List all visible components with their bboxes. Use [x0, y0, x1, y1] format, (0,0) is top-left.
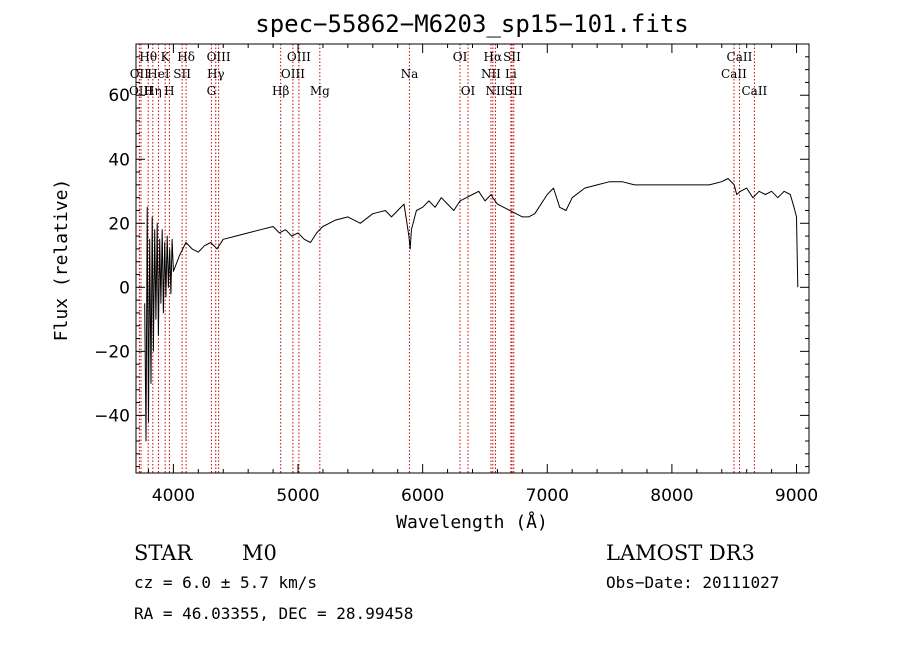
emission-line-label: H	[164, 84, 174, 98]
emission-line-label: OI	[461, 84, 476, 98]
emission-line-markers	[138, 44, 755, 473]
emission-line-label: SII	[505, 84, 523, 98]
emission-line-label: OII	[130, 67, 150, 81]
x-tick-label: 7000	[526, 486, 569, 506]
emission-line-label: Li	[505, 67, 517, 81]
emission-line-label: Hδ	[177, 50, 195, 64]
y-tick-label: 20	[108, 214, 130, 234]
emission-line-label: Hη	[144, 84, 162, 98]
emission-line-label: Hγ	[207, 67, 225, 81]
redshift-cz: cz = 6.0 ± 5.7 km/s	[134, 573, 317, 592]
emission-line-label: CaII	[727, 50, 753, 64]
y-tick-label: 0	[119, 278, 130, 298]
spectrum-series	[144, 178, 799, 442]
emission-line-label: Hθ	[139, 50, 157, 64]
emission-line-label: Hα	[484, 50, 503, 64]
emission-line-label: OIII	[207, 50, 231, 64]
spectrum-line	[144, 178, 799, 442]
x-tick-label: 9000	[775, 486, 818, 506]
y-axis-label: Flux (relative)	[51, 179, 72, 342]
y-tick-label: −40	[94, 406, 130, 426]
x-tick-label: 8000	[650, 486, 693, 506]
chart-title: spec−55862−M6203_sp15−101.fits	[255, 10, 688, 38]
x-tick-label: 5000	[276, 486, 319, 506]
object-subclass: M0	[242, 541, 277, 565]
object-class: STAR	[134, 541, 193, 565]
emission-line-label: Na	[401, 67, 419, 81]
emission-line-label: OIII	[287, 50, 311, 64]
emission-line-label: NII	[485, 84, 505, 98]
plot-frame	[135, 43, 810, 474]
x-tick-label: 6000	[401, 486, 444, 506]
y-tick-label: 60	[108, 86, 130, 106]
emission-line-label: NII	[481, 67, 501, 81]
emission-line-label: SII	[173, 67, 191, 81]
emission-line-label: Mg	[310, 84, 330, 98]
emission-line-label: G	[207, 84, 217, 98]
emission-line-label: CaII	[721, 67, 747, 81]
x-axis-ticks: 4000 5000 6000 7000 8000 9000	[147, 44, 818, 506]
emission-line-label: OIII	[129, 84, 153, 98]
emission-line-label: Hβ	[272, 84, 289, 98]
emission-line-labels: Hθ OII OIII K HeI Hη Hδ SII H OIII Hγ G OIII OIII Hβ Mg…	[129, 50, 768, 98]
y-tick-label: 40	[108, 150, 130, 170]
coordinates: RA = 46.03355, DEC = 28.99458	[134, 604, 413, 623]
emission-line-label: SII	[503, 50, 521, 64]
emission-line-label: OI	[453, 50, 468, 64]
emission-line-label: OIII	[281, 67, 305, 81]
emission-line-label: CaII	[741, 84, 767, 98]
observation-date: Obs−Date: 20111027	[606, 573, 779, 592]
survey-name: LAMOST DR3	[606, 541, 755, 565]
x-tick-label: 4000	[152, 486, 195, 506]
x-axis-label: Wavelength (Å)	[396, 511, 548, 533]
y-axis-ticks: −40 −20 0 20 40 60	[94, 56, 809, 468]
y-tick-label: −20	[94, 342, 130, 362]
emission-line-label: K	[161, 50, 171, 64]
emission-line-label: HeI	[147, 67, 170, 81]
